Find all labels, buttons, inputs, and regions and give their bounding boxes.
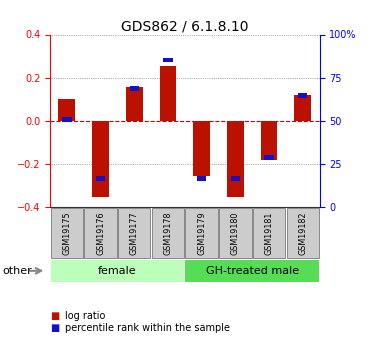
Bar <box>84 208 117 258</box>
Bar <box>152 208 184 258</box>
Text: GH-treated male: GH-treated male <box>206 266 299 276</box>
Bar <box>118 208 151 258</box>
Text: female: female <box>98 266 137 276</box>
Bar <box>294 95 311 121</box>
Bar <box>129 87 139 91</box>
Bar <box>51 208 83 258</box>
Bar <box>159 66 176 121</box>
Bar <box>197 176 206 181</box>
Text: GSM19177: GSM19177 <box>130 211 139 255</box>
Bar <box>298 93 307 98</box>
Title: GDS862 / 6.1.8.10: GDS862 / 6.1.8.10 <box>121 19 249 33</box>
Text: ■: ■ <box>50 311 59 321</box>
Bar <box>126 87 143 121</box>
Bar <box>186 260 319 282</box>
Bar <box>96 176 105 181</box>
Bar <box>219 208 251 258</box>
Bar <box>231 176 240 181</box>
Text: percentile rank within the sample: percentile rank within the sample <box>65 323 231 333</box>
Text: GSM19182: GSM19182 <box>298 211 307 255</box>
Text: ■: ■ <box>50 323 59 333</box>
Bar <box>193 121 210 176</box>
Text: GSM19180: GSM19180 <box>231 211 240 255</box>
Text: other: other <box>2 266 32 276</box>
Bar <box>51 260 184 282</box>
Text: GSM19181: GSM19181 <box>264 211 273 255</box>
Bar <box>92 121 109 197</box>
Bar <box>59 99 75 121</box>
Bar <box>163 58 172 62</box>
Bar <box>227 121 244 197</box>
Text: GSM19178: GSM19178 <box>164 211 172 255</box>
Bar <box>286 208 319 258</box>
Bar <box>264 156 274 160</box>
Text: GSM19175: GSM19175 <box>62 211 71 255</box>
Text: log ratio: log ratio <box>65 311 106 321</box>
Bar <box>261 121 278 159</box>
Bar <box>62 117 72 122</box>
Bar <box>253 208 285 258</box>
Text: GSM19176: GSM19176 <box>96 211 105 255</box>
Text: GSM19179: GSM19179 <box>197 211 206 255</box>
Bar <box>186 208 218 258</box>
